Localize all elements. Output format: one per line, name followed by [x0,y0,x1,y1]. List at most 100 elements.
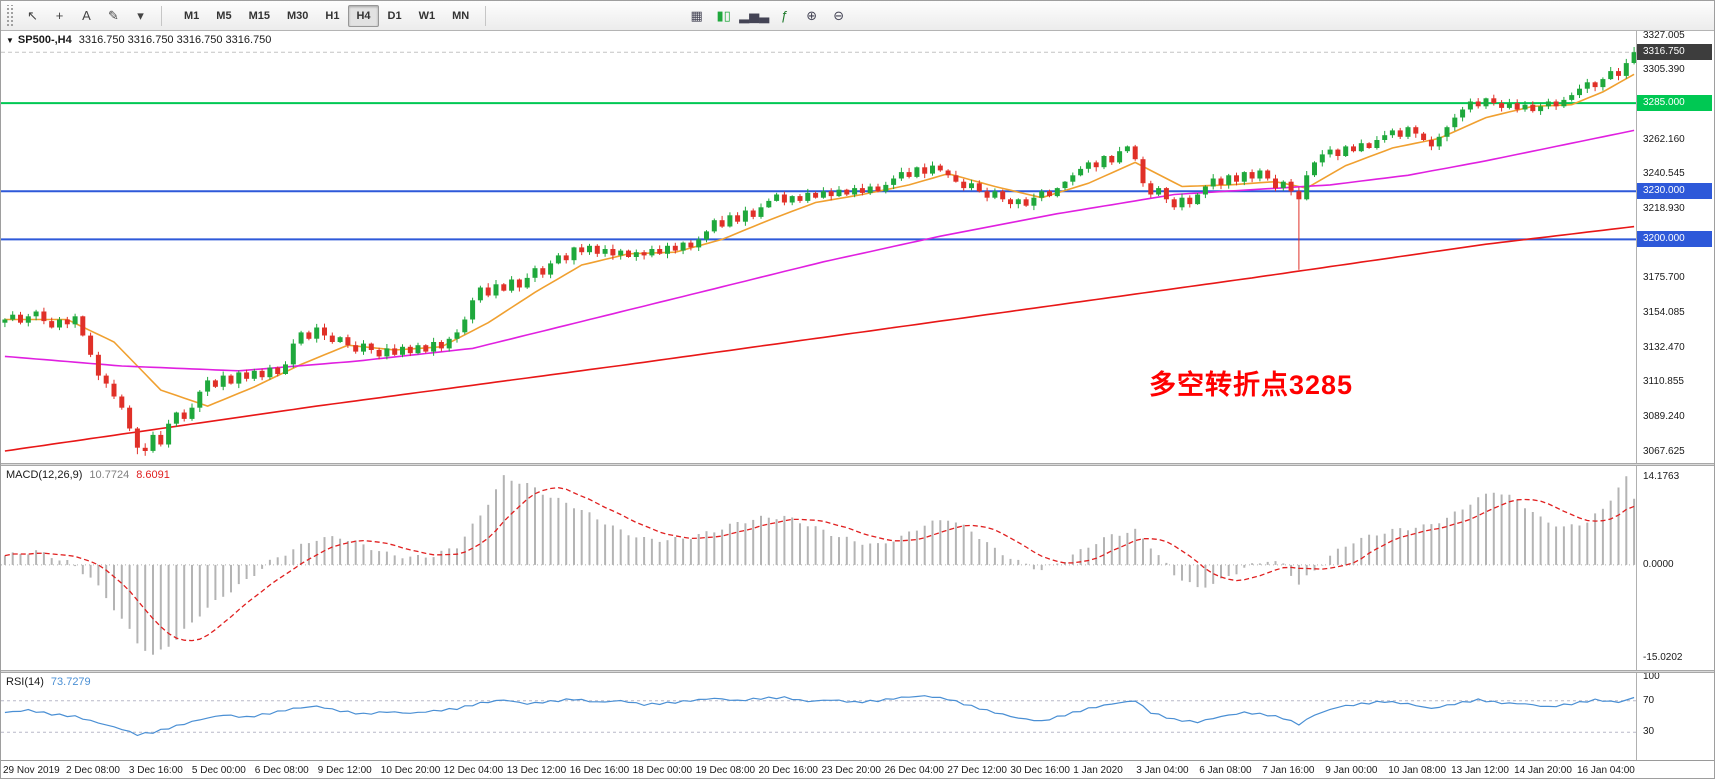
rsi-chart[interactable] [1,673,1638,760]
time-axis-label: 9 Dec 12:00 [317,765,372,776]
chart-annotation[interactable]: 多空转折点3285 [1149,370,1354,400]
macd-scale[interactable]: 14.1763 0.0000 -15.0202 [1636,466,1714,670]
chart-tools-group: ▦ ▮▯ ▂▅▃ ƒ ⊕ ⊖ [684,4,851,28]
macd-panel: MACD(12,26,9) 10.7724 8.6091 14.1763 0.0000… [1,466,1714,670]
rsi-axis-label: 70 [1643,694,1655,706]
time-axis[interactable]: 29 Nov 2019 2 Dec 08:00 3 Dec 16:00 5 Dec 0… [1,760,1714,778]
zoom-in-icon[interactable]: ⊕ [799,4,824,28]
price-axis-label: 3132.470 [1643,341,1685,353]
time-axis-label: 23 Dec 20:00 [821,765,882,776]
crosshair-icon[interactable]: + [47,4,72,28]
timeframe-button-m5[interactable]: M5 [208,5,239,27]
timeframe-button-h1[interactable]: H1 [317,5,347,27]
time-axis-label: 6 Jan 08:00 [1199,765,1252,776]
rsi-panel: RSI(14) 73.7279 100 70 30 [1,673,1714,760]
time-axis-label: 27 Dec 12:00 [947,765,1007,776]
price-axis-label: 3327.005 [1643,31,1685,41]
price-axis-label: 3262.160 [1643,133,1685,145]
price-axis-label: 3110.855 [1643,376,1684,388]
time-axis-label: 30 Dec 16:00 [1010,765,1070,776]
panel-splitter[interactable] [1,670,1714,673]
price-axis-label: 3175.700 [1643,272,1685,284]
rsi-axis-label: 30 [1643,726,1655,738]
time-axis-label: 6 Dec 08:00 [254,765,309,776]
cursor-icon[interactable]: ↖ [20,4,45,28]
toolbar: ↖ + A ✎ ▾ M1 M5 M15 M30 H1 H4 D1 W1 MN ▦ ▮▯ ▂▅▃ ƒ ⊕ ⊖ [1,1,1714,31]
time-axis-label: 13 Jan 12:00 [1451,765,1509,776]
timeframe-button-w1[interactable]: W1 [411,5,444,27]
timeframe-button-d1[interactable]: D1 [380,5,410,27]
rsi-name: RSI(14) [6,676,44,688]
time-axis-label: 20 Dec 16:00 [758,765,819,776]
macd-histogram [3,475,1636,655]
time-axis-label: 18 Dec 00:00 [632,765,693,776]
time-axis-label: 10 Dec 20:00 [380,765,441,776]
macd-main-value: 10.7724 [89,469,130,481]
time-axis-label: 29 Nov 2019 [3,765,60,776]
indicators-icon[interactable]: ƒ [772,4,797,28]
macd-axis-label: 14.1763 [1643,471,1680,483]
symbol-timeframe-label: SP500-,H4 [17,34,72,46]
zoom-out-icon[interactable]: ⊖ [826,4,851,28]
ma-slow-line [4,225,1635,452]
macd-label: MACD(12,26,9) 10.7724 8.6091 [6,469,170,481]
price-axis-label: 3089.240 [1643,410,1685,422]
toolbar-grip[interactable] [5,4,14,27]
bar-chart-icon[interactable]: ▂▅▃ [738,4,770,28]
time-axis-label: 26 Dec 04:00 [884,765,945,776]
chart-menu-icon[interactable]: ▼ [6,36,14,45]
draw-tools-icon[interactable]: ✎ [101,4,126,28]
price-axis-label: 3305.390 [1643,64,1685,76]
macd-chart[interactable] [1,466,1638,670]
text-label-icon[interactable]: A [74,4,99,28]
price-axis-label: 3154.085 [1643,307,1685,318]
toolbar-separator [161,5,162,26]
rsi-axis-label: 100 [1643,673,1660,682]
timeframe-button-h4[interactable]: H4 [348,4,379,27]
macd-name: MACD(12,26,9) [6,469,83,481]
rsi-value: 73.7279 [50,676,91,688]
candlestick-chart-icon[interactable]: ▮▯ [711,4,736,28]
time-axis-label: 16 Dec 16:00 [569,765,630,776]
time-axis-label: 12 Dec 04:00 [443,765,504,776]
dropdown-icon[interactable]: ▾ [128,4,153,28]
ma-fast-line [4,73,1635,407]
rsi-line [4,695,1635,737]
price-axis-label: 3218.930 [1643,203,1685,214]
macd-signal-line [4,487,1635,642]
rsi-scale[interactable]: 100 70 30 [1636,673,1714,760]
macd-axis-label: 0.0000 [1643,558,1674,570]
time-axis-label: 14 Jan 20:00 [1514,765,1572,776]
drawing-tools-group: ↖ + A ✎ ▾ [20,4,153,28]
chart-title: ▼ SP500-,H4 3316.750 3316.750 3316.750 331… [6,34,271,46]
price-scale[interactable]: 3327.0053305.3903283.7753262.1603240.545… [1636,31,1714,463]
panel-splitter[interactable] [1,463,1714,466]
ohlc-values: 3316.750 3316.750 3316.750 3316.750 [78,34,272,46]
time-axis-label: 7 Jan 16:00 [1262,765,1315,776]
timeframe-button-mn[interactable]: MN [444,5,477,27]
price-chart[interactable] [1,31,1638,463]
time-axis-label: 13 Dec 12:00 [506,765,567,776]
timeframe-button-m1[interactable]: M1 [176,5,207,27]
tile-windows-icon[interactable]: ▦ [684,4,709,28]
price-panel: ▼ SP500-,H4 3316.750 3316.750 3316.750 331… [1,31,1714,463]
current-price-marker: 3316.750 [1637,44,1712,61]
timeframe-button-m30[interactable]: M30 [279,5,316,27]
ma-medium-line [4,129,1635,372]
candles-layer [2,47,1637,456]
toolbar-separator [485,5,487,26]
price-level-marker: 3230.000 [1637,183,1712,200]
time-axis-label: 16 Jan 04:00 [1577,765,1635,776]
timeframe-group: M1 M5 M15 M30 H1 H4 D1 W1 MN [176,4,477,27]
time-axis-label: 1 Jan 2020 [1073,765,1123,776]
timeframe-button-m15[interactable]: M15 [241,5,278,27]
price-level-marker: 3200.000 [1637,231,1712,248]
time-axis-label: 3 Dec 16:00 [128,765,183,776]
time-axis-label: 10 Jan 08:00 [1388,765,1447,776]
price-axis-label: 3240.545 [1643,168,1685,180]
time-axis-label: 19 Dec 08:00 [695,765,756,776]
time-axis-label: 3 Jan 04:00 [1136,765,1189,776]
rsi-label: RSI(14) 73.7279 [6,676,91,688]
time-axis-label: 2 Dec 08:00 [66,765,120,776]
